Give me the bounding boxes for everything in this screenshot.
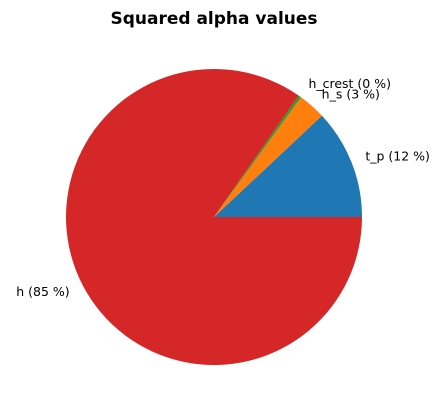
pie-slice-h-crest [214,95,301,217]
chart-title: Squared alpha values [110,9,317,29]
pie-slice-h [66,69,362,366]
pie-slice-h-s [214,97,322,217]
pie-slice-t-p [214,115,362,217]
pie-label-t-p: t_p (12 %) [365,149,430,164]
pie-label-h: h (85 %) [16,284,69,299]
pie-slices [66,69,362,366]
pie-labels: t_p (12 %) h_s (3 %)h_crest (0 %) h (85 %) [16,76,430,299]
pie-label-h-crest: h_crest (0 %) [308,76,391,91]
pie-label-h-s: h_s (3 %) [322,86,380,101]
